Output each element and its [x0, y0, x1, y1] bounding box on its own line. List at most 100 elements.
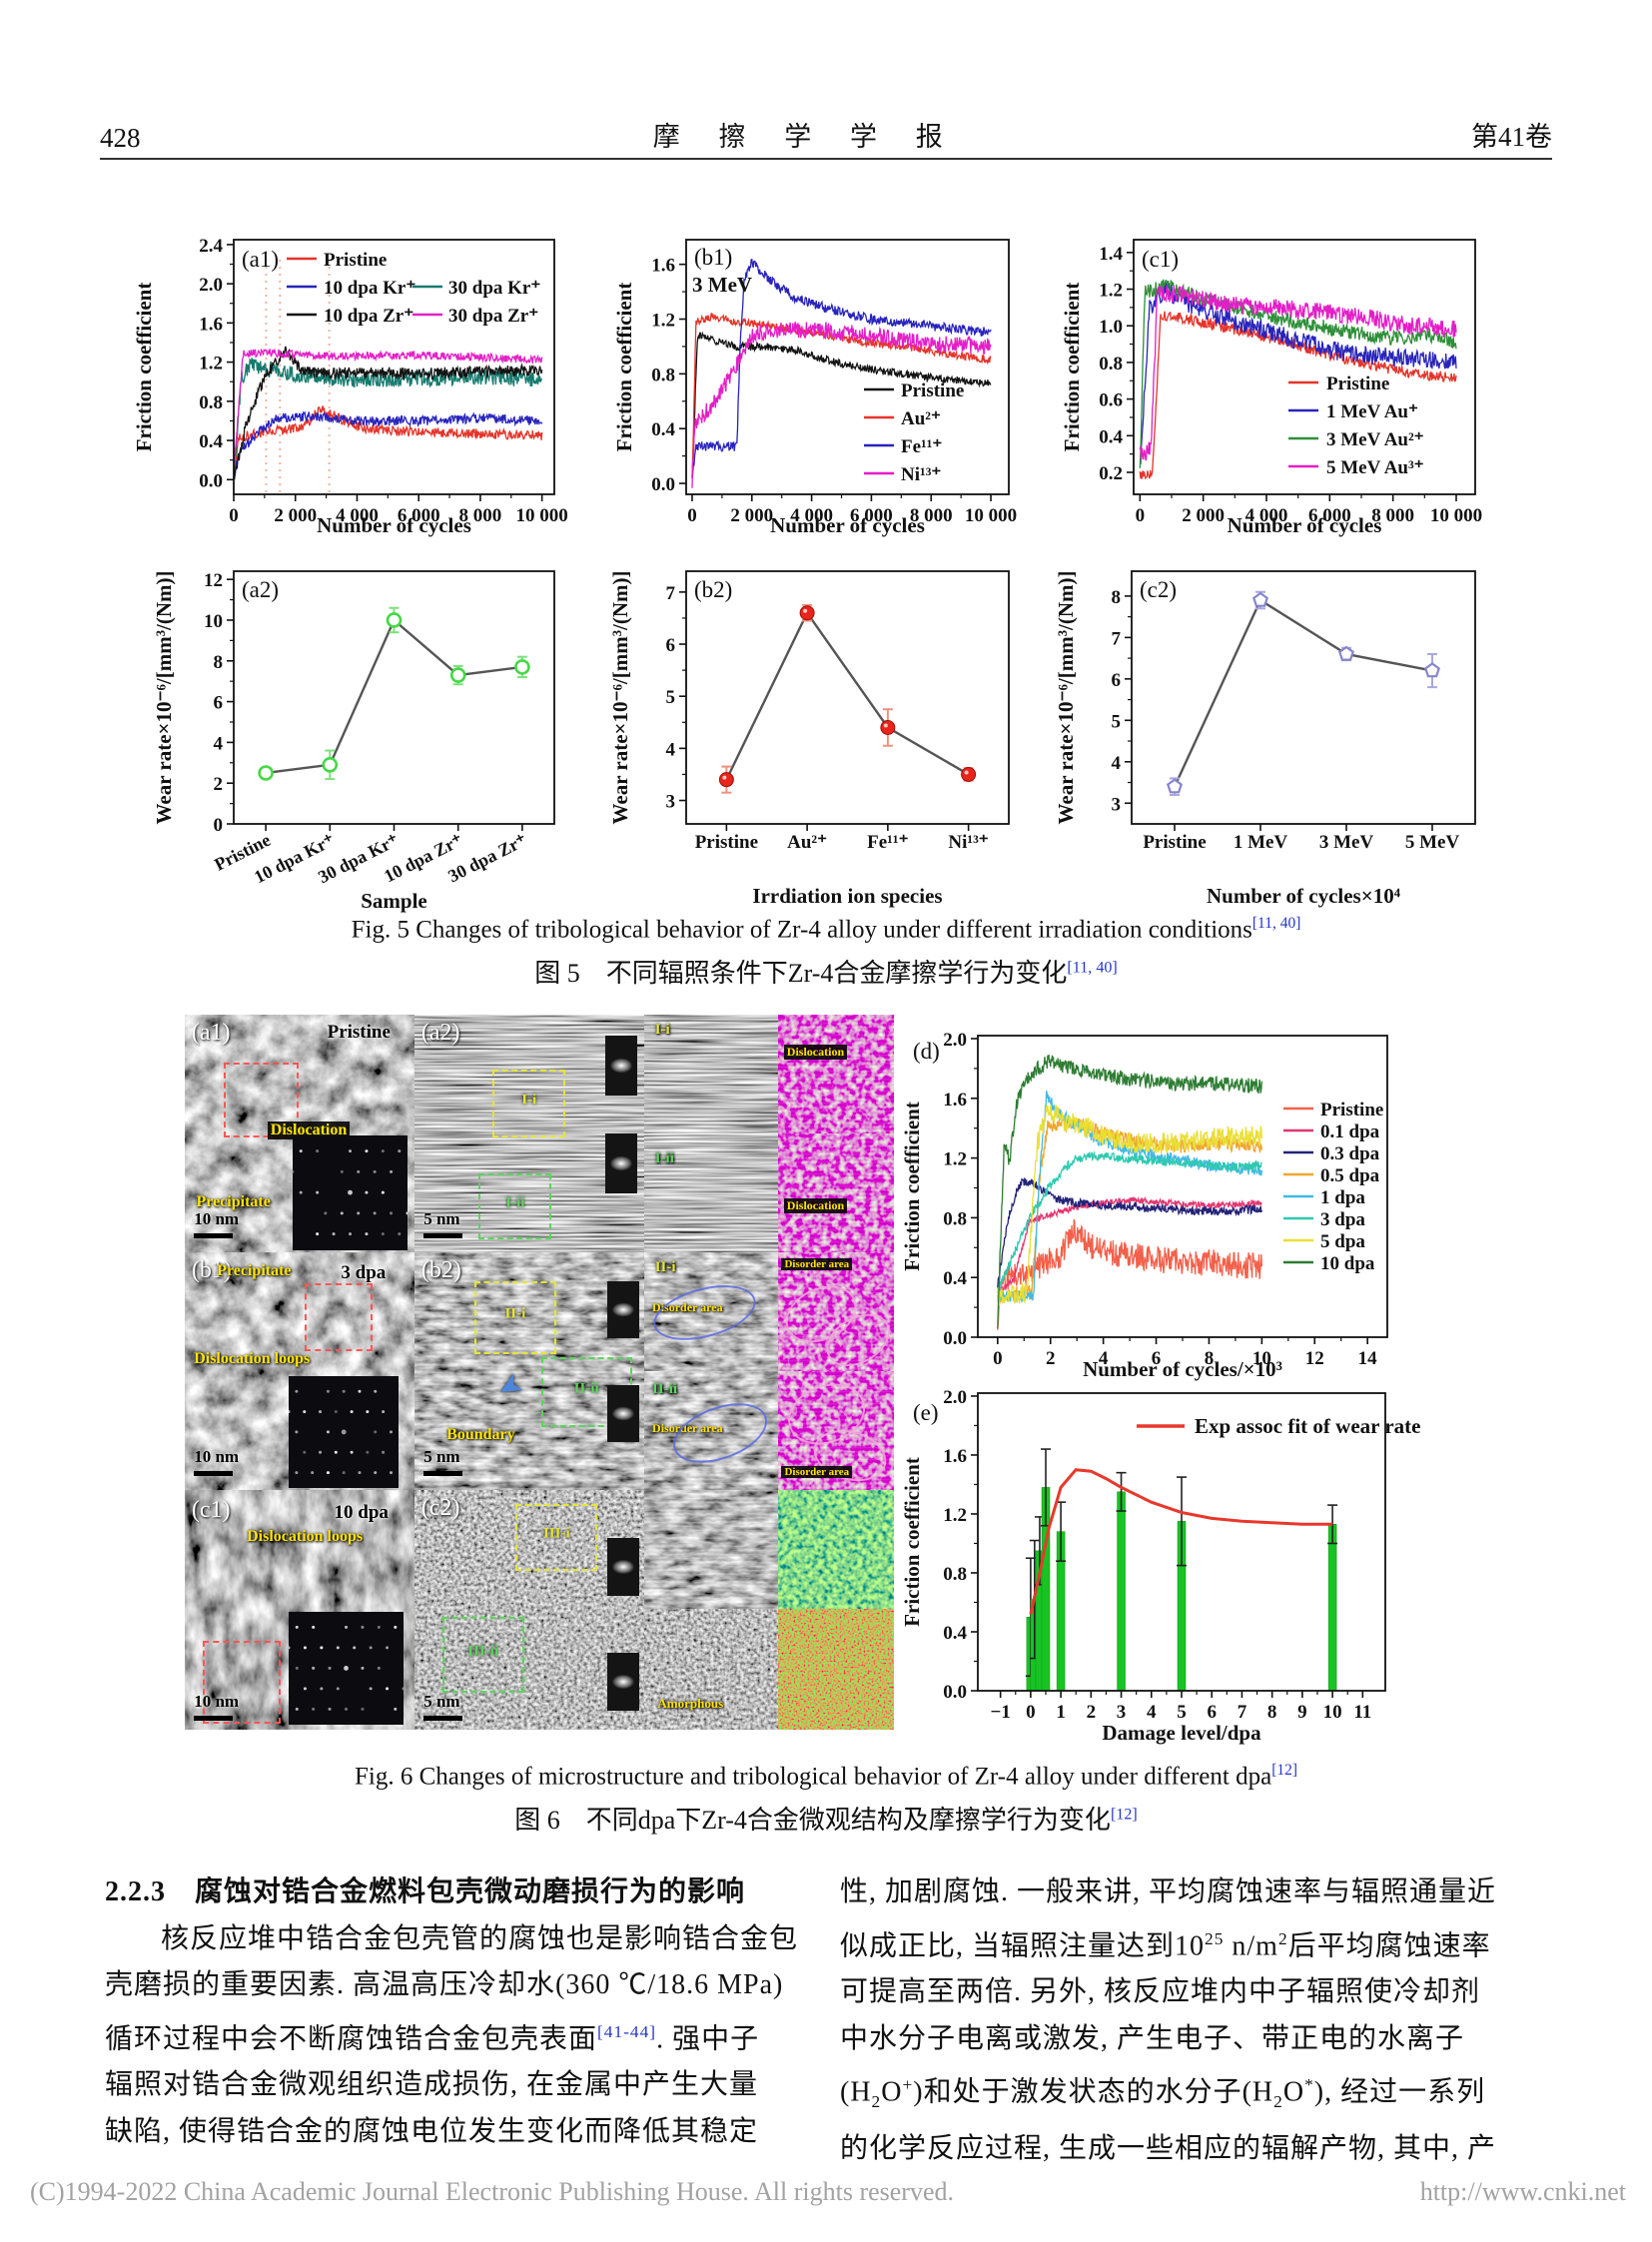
x-tick-label: 0	[229, 505, 239, 526]
circle	[390, 1211, 394, 1215]
body-line: (H2O+)和处于激发状态的水分子(H2O*), 经过一系列	[840, 2062, 1551, 2125]
circle	[326, 1470, 330, 1474]
y-axis-label: Wear rate×10⁻⁶/[mm³/(Nm)]	[608, 571, 632, 825]
circle	[324, 1211, 328, 1215]
micrograph-annotation: I-ii	[654, 1149, 674, 1166]
text-segment: O	[881, 2076, 903, 2108]
y-axis-label: Wear rate×10⁻⁶/[mm³/(Nm)]	[152, 571, 176, 825]
legend-label: 5 dpa	[1320, 1231, 1365, 1252]
x-tick-label: 10 000	[965, 505, 1017, 526]
data-point	[1424, 662, 1440, 678]
x-tick-label: 2 000	[1182, 505, 1225, 526]
diffraction-inset	[287, 1375, 399, 1488]
y-tick-label: 0.8	[943, 1208, 967, 1229]
circle	[294, 1470, 298, 1474]
legend-label: Fe¹¹⁺	[901, 436, 942, 457]
micrograph-annotation: Dislocation	[783, 1044, 848, 1060]
micrograph-ifft-strip-6	[778, 1609, 894, 1730]
micrograph-annotation: Disorder area	[781, 1466, 853, 1479]
circle	[287, 1409, 290, 1413]
circle	[303, 1646, 307, 1650]
svg	[644, 1371, 778, 1490]
y-tick-label: 0.0	[199, 470, 223, 491]
condition-tag: 3 dpa	[341, 1261, 387, 1283]
y-tick-label: 1.2	[1099, 281, 1123, 302]
y-tick-label: 0.0	[943, 1328, 967, 1349]
data-point	[961, 766, 977, 782]
circle	[319, 1646, 323, 1650]
x-axis-label: Sample	[361, 889, 427, 913]
circle	[344, 1708, 348, 1712]
citation-ref[interactable]: [12]	[1271, 1762, 1298, 1779]
panel-label: (a2)	[242, 577, 279, 602]
chart-b2: 3 4 5 6 7 Irrdiation ion species Wear rate×10⁻…	[608, 570, 1010, 908]
micrograph-lattice-strip-6: Amorphous	[644, 1609, 778, 1730]
citation-ref[interactable]: [12]	[1110, 1806, 1138, 1824]
y-axis-label: Friction coefficient	[900, 1457, 924, 1627]
scale-bar	[194, 1715, 234, 1721]
micrograph-tem-c1-10dpa: (c1) 10 dpa Dislocation loops 10 nm	[185, 1490, 414, 1730]
citation-ref[interactable]: [41-44]	[597, 2021, 657, 2041]
rect	[644, 1133, 778, 1252]
micrograph-ifft-strip-3: Disorder area	[778, 1252, 894, 1371]
citation-ref[interactable]: [11, 40]	[1251, 915, 1301, 932]
micrograph-hrtem-b2: (b2) II-i II-ii ➤ Boundary 5 nm	[414, 1252, 644, 1490]
y-tick-label: 7	[666, 583, 676, 604]
page-number: 428	[100, 123, 141, 153]
panel-label: (c1)	[191, 1497, 231, 1524]
circle	[291, 1170, 295, 1174]
circle	[303, 1687, 307, 1691]
x-axis-label: Number of cycles	[1228, 513, 1382, 537]
x-tick-label: 4 000	[336, 505, 379, 526]
body-line: 壳磨损的重要因素. 高温高压冷却水(360 ℃/18.6 MPa)	[105, 1962, 816, 2009]
svg	[644, 1133, 778, 1252]
x-tick-label: 8 000	[459, 505, 502, 526]
y-tick-label: 5	[1112, 711, 1122, 732]
y-tick-label: 2.0	[199, 275, 223, 296]
circle	[311, 1626, 315, 1630]
chart-c1: 0 2 000 4 000 6 000 8 000 10 000 0.2 0.4 0.6 0.8 1…	[1060, 239, 1482, 537]
y-tick-label: 10	[204, 611, 223, 632]
x-tick-label: 4	[1147, 1702, 1157, 1723]
x-tick-label: 4 000	[1245, 505, 1288, 526]
svg	[644, 1609, 778, 1730]
y-axis-label: Friction coefficient	[612, 283, 636, 452]
text-segment: 核反应堆中锆合金包壳管的腐蚀也是影响锆合金包	[161, 1922, 799, 1954]
text-segment: +	[902, 2075, 914, 2095]
y-tick-label: 12	[204, 570, 223, 591]
condition-tag: 10 dpa	[334, 1502, 389, 1523]
plot-frame	[685, 239, 1010, 495]
y-tick-label: 0.8	[943, 1564, 967, 1585]
circle	[385, 1646, 389, 1650]
series-10 dpa Zr⁺	[233, 346, 543, 480]
x-tick-label: 12	[1305, 1348, 1324, 1369]
circle	[316, 1149, 320, 1153]
cnki-url[interactable]: http://www.cnki.net	[1419, 2177, 1626, 2206]
x-tick-label: 14	[1358, 1348, 1378, 1369]
text-segment: 图 6 不同dpa下Zr-4合金微观结构及摩擦学行为变化	[514, 1806, 1111, 1836]
citation-ref[interactable]: [11, 40]	[1067, 959, 1118, 977]
x-tick-label: 2	[1046, 1348, 1056, 1369]
y-tick-label: 0.0	[943, 1682, 967, 1703]
figure-5-caption-en: Fig. 5 Changes of tribological behavior …	[0, 915, 1652, 944]
y-tick-label: 3	[666, 792, 676, 813]
legend-label: 30 dpa Zr⁺	[448, 306, 538, 327]
body-line: 性, 加剧腐蚀. 一般来讲, 平均腐蚀速率与辐照通量近	[840, 1869, 1551, 1916]
y-tick-label: 2.4	[199, 236, 223, 257]
series-3 dpa	[997, 1150, 1262, 1293]
y-axis-label: Friction coefficient	[900, 1102, 924, 1271]
text-segment: 辐照对锆合金微观组织造成损伤, 在金属中产生大量	[105, 2069, 759, 2101]
scale-bar	[423, 1232, 463, 1238]
y-tick-label: 0.4	[943, 1623, 967, 1644]
circle	[360, 1626, 364, 1630]
series-Pristine	[691, 331, 992, 477]
y-tick-label: 0.4	[651, 419, 675, 440]
panel-label: (e)	[913, 1400, 939, 1425]
legend-label: 1 dpa	[1320, 1187, 1365, 1208]
svg	[778, 1015, 894, 1133]
series-5 MeV Au³⁺	[1139, 285, 1457, 461]
circle	[365, 1149, 369, 1153]
y-tick-label: 0.2	[1099, 463, 1123, 484]
y-tick-label: 0.8	[199, 392, 223, 413]
data-point	[258, 765, 274, 781]
